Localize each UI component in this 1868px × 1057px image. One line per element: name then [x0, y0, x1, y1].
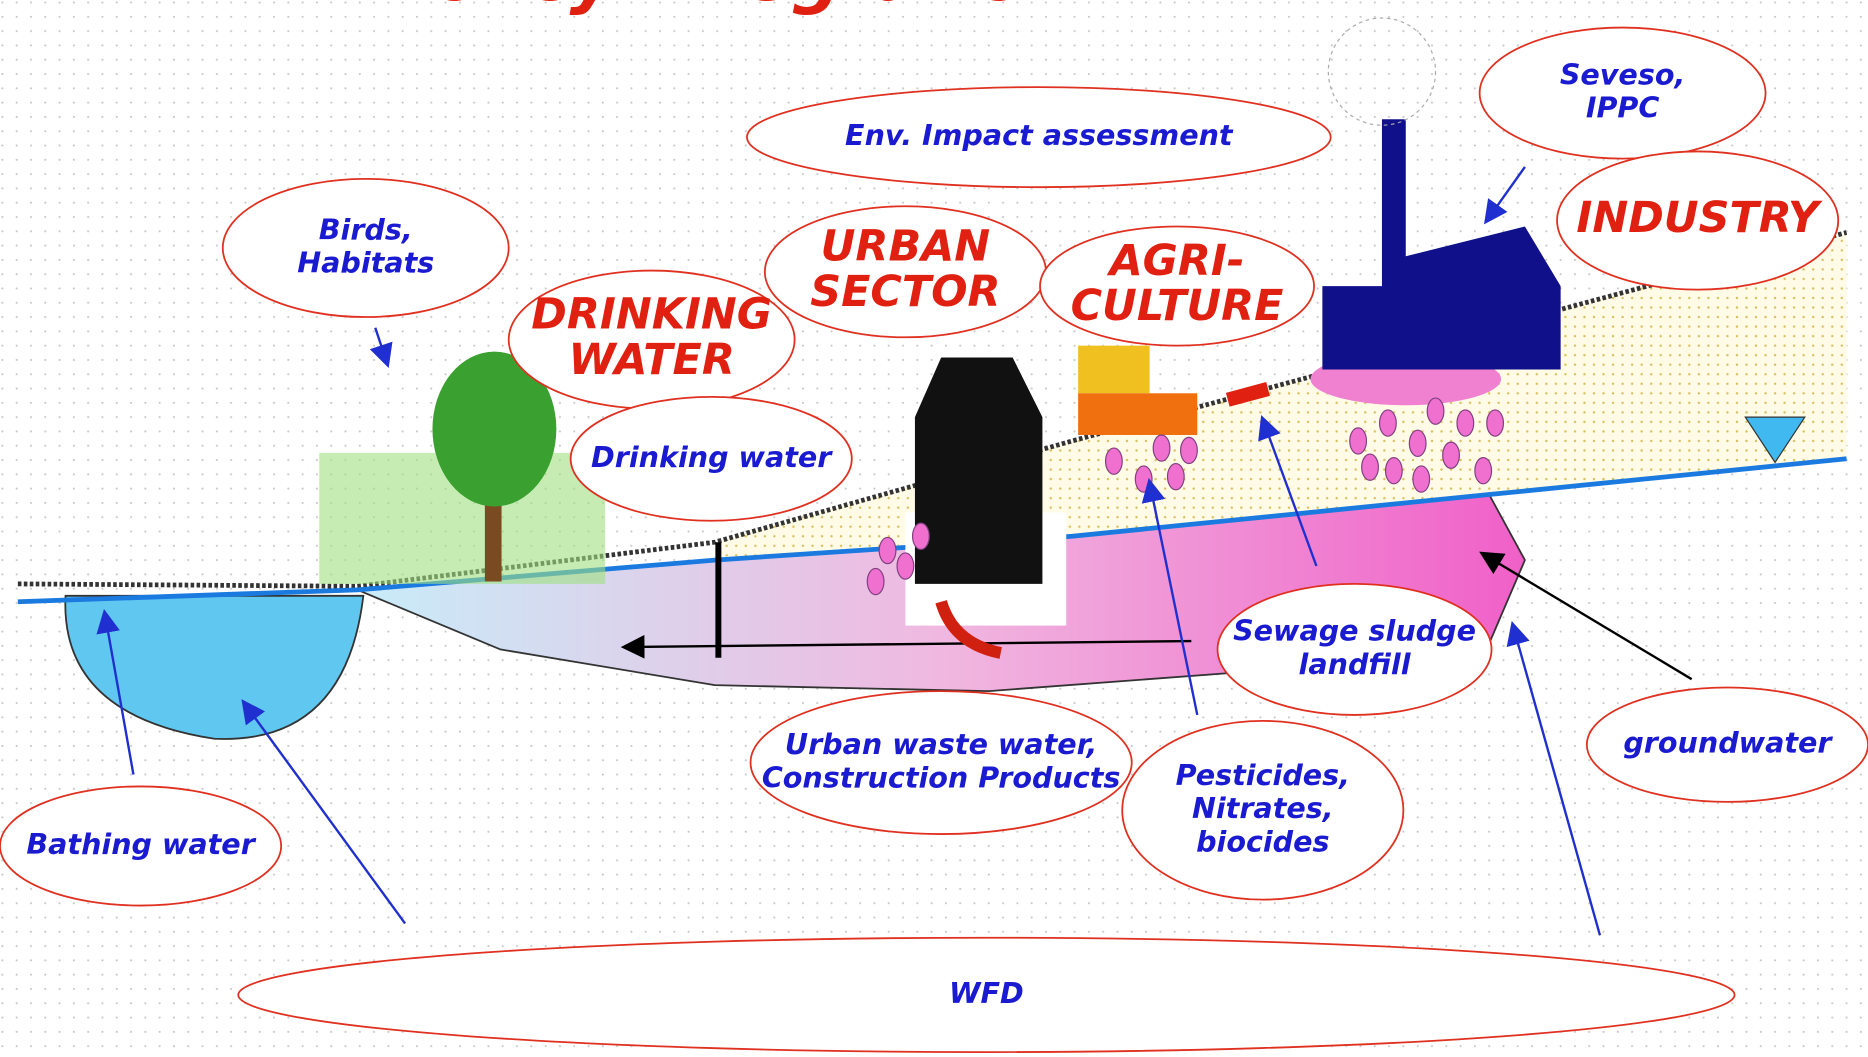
callout-text: Sewage sludge: [1233, 614, 1476, 648]
callout: groundwater: [1585, 686, 1868, 803]
callout: Env. Impact assessment: [746, 86, 1332, 189]
callout-text: SECTOR: [810, 267, 1000, 317]
callout: Seveso,IPPC: [1478, 26, 1767, 160]
callout-text: Seveso,: [1560, 57, 1685, 91]
callout-text: DRINKING: [531, 290, 772, 340]
callout-text: Construction Products: [762, 760, 1121, 794]
callout: Drinking water: [569, 395, 853, 522]
callout-ellipse: [749, 690, 1133, 835]
callout: AGRI-CULTURE: [1039, 225, 1315, 347]
callout-text: landfill: [1299, 647, 1412, 681]
title: Policy integration: [383, 0, 1075, 17]
callout-ellipse: [746, 86, 1332, 189]
callout-text: WATER: [568, 335, 734, 385]
callout-ellipse: [221, 177, 510, 318]
callout-ellipse: [1216, 583, 1493, 716]
callout-text: CULTURE: [1071, 281, 1284, 331]
callout-text: AGRI-: [1106, 236, 1244, 286]
callout-text: Nitrates,: [1192, 791, 1334, 825]
callout: Bathing water: [0, 785, 283, 907]
callout-ellipse: [569, 395, 853, 522]
callout-text: Pesticides,: [1176, 758, 1350, 792]
callout-text: groundwater: [1623, 726, 1833, 760]
callout-ellipse: [1585, 686, 1868, 803]
callout-ellipse: [1121, 720, 1405, 901]
arrows: [96, 166, 1693, 936]
callout: WFD: [237, 936, 1736, 1053]
callout-text: Drinking water: [591, 440, 833, 474]
droplets: [866, 397, 1505, 596]
callout: Pesticides,Nitrates,biocides: [1121, 720, 1405, 901]
callout-text: IPPC: [1586, 91, 1660, 125]
callout-text: Birds,: [319, 212, 413, 246]
callout-text: Bathing water: [26, 827, 256, 861]
callout-ellipse: [1556, 150, 1840, 291]
callout-ellipse: [1478, 26, 1767, 160]
callout: Birds,Habitats: [221, 177, 510, 318]
callout-ellipse: [0, 785, 283, 907]
callout: INDUSTRY: [1556, 150, 1840, 291]
callout-text: Env. Impact assessment: [845, 118, 1234, 152]
callout-ellipse: [237, 936, 1736, 1053]
callout-text: INDUSTRY: [1576, 193, 1822, 243]
callout-text: URBAN: [821, 222, 991, 272]
callout-text: Habitats: [297, 246, 434, 280]
callout-text: biocides: [1196, 825, 1329, 859]
callout: Urban waste water,Construction Products: [749, 690, 1133, 835]
callout-text: WFD: [949, 976, 1024, 1010]
callout-text: Urban waste water,: [785, 727, 1098, 761]
callout-ellipse: [1039, 225, 1315, 347]
